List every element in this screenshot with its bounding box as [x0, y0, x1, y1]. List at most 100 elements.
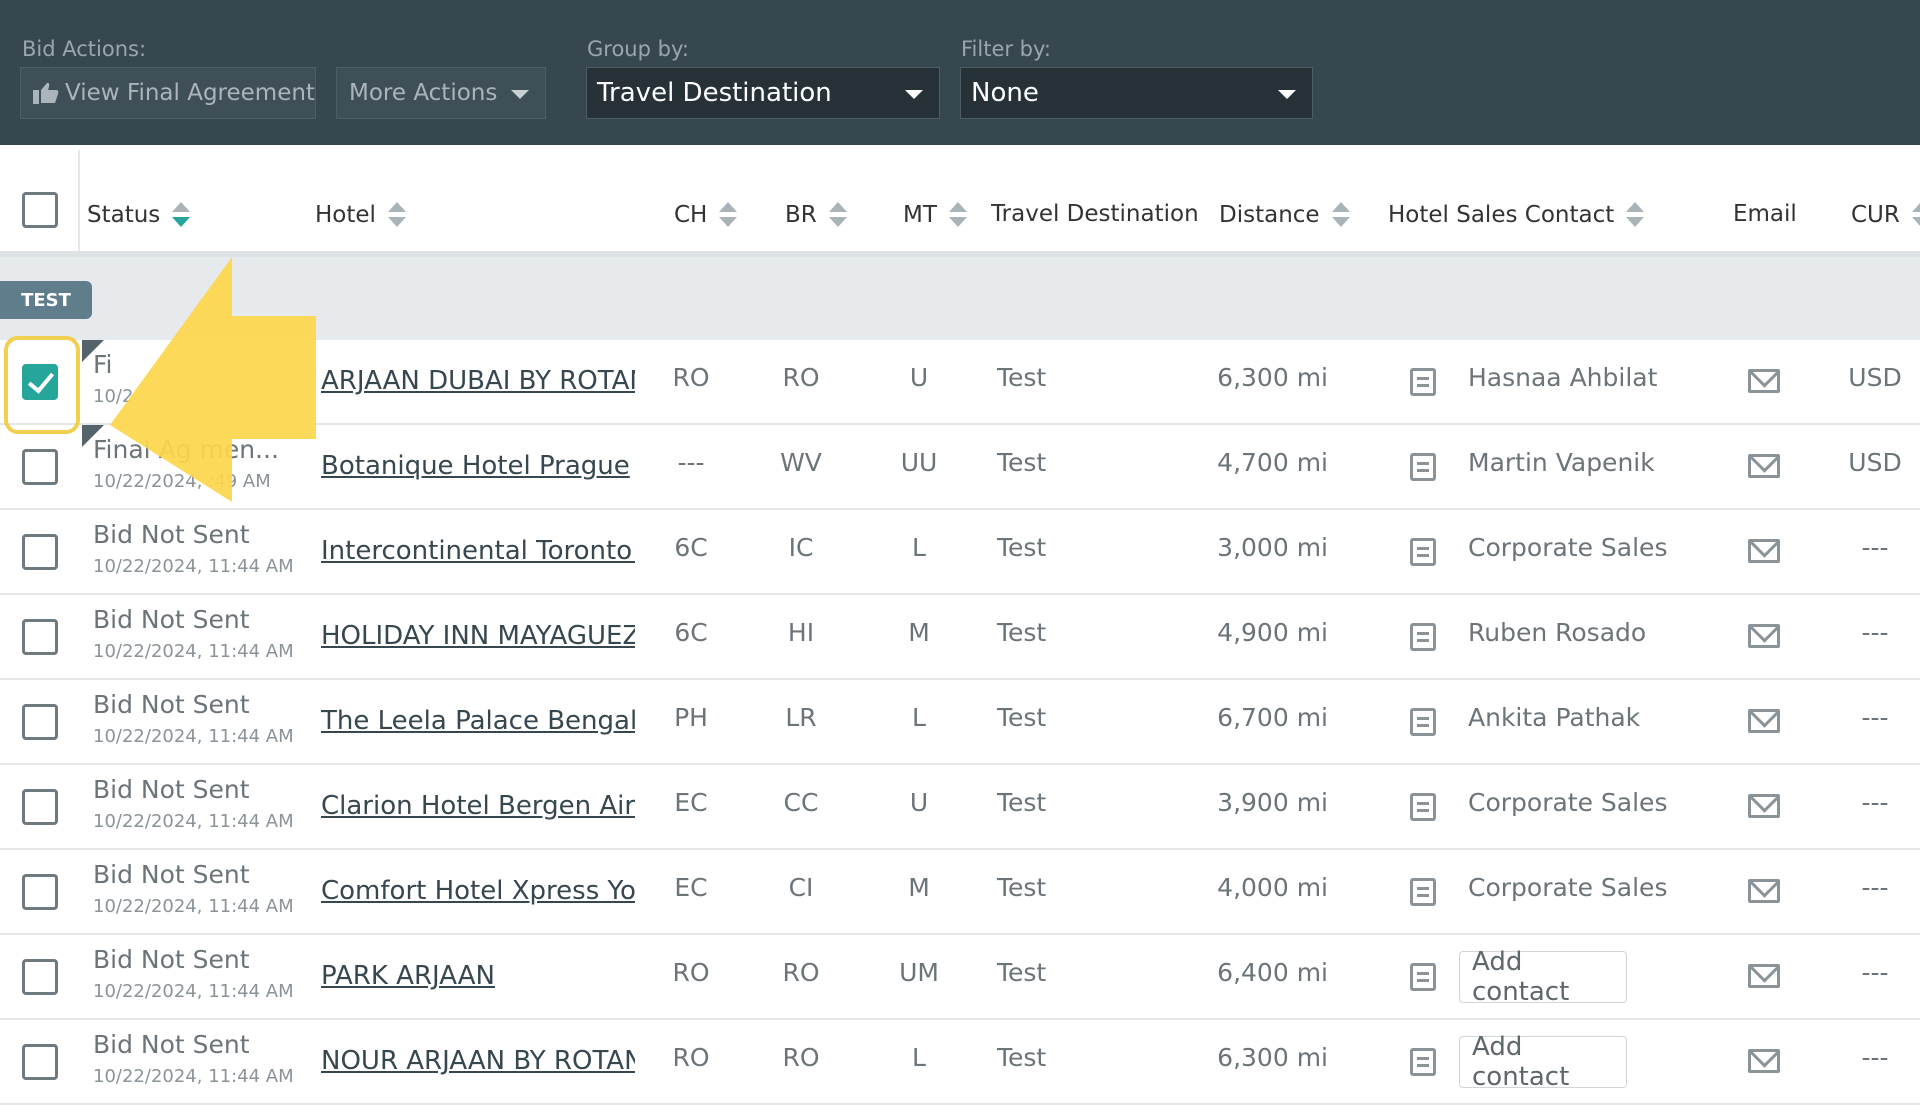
note-icon[interactable] [1410, 623, 1436, 651]
group-by-select[interactable]: Travel Destination [586, 67, 940, 119]
hotel-link[interactable]: Botanique Hotel Prague [321, 451, 635, 481]
view-final-agreement-button[interactable]: View Final Agreement [20, 67, 316, 119]
mail-icon[interactable] [1748, 539, 1780, 563]
hotel-link[interactable]: ARJAAN DUBAI BY ROTANA [321, 366, 635, 396]
ch-value: RO [672, 1043, 710, 1072]
hotel-link[interactable]: Intercontinental Toronto Centre [321, 536, 635, 566]
distance-value: 3,000 mi [1217, 533, 1328, 562]
sort-icon [1626, 201, 1645, 229]
hotel-link[interactable]: PARK ARJAAN [321, 961, 635, 991]
chevron-down-icon [905, 90, 923, 99]
column-hotel[interactable]: Hotel [315, 201, 406, 229]
hotel-sales-contact: Martin Vapenik [1468, 448, 1655, 477]
chevron-down-icon [1278, 90, 1296, 99]
mail-icon[interactable] [1748, 964, 1780, 988]
status-text: Bid Not Sent [93, 860, 250, 889]
mail-icon[interactable] [1748, 879, 1780, 903]
row-checkbox[interactable] [22, 1044, 58, 1080]
column-cur-label: CUR [1851, 202, 1900, 228]
currency-value: USD [1848, 448, 1902, 477]
sort-icon [828, 201, 847, 229]
note-icon[interactable] [1410, 453, 1436, 481]
add-contact-button[interactable]: Add contact [1459, 947, 1627, 1007]
mail-icon[interactable] [1748, 794, 1780, 818]
note-icon[interactable] [1410, 878, 1436, 906]
row-checkbox[interactable] [22, 704, 58, 740]
hotel-link[interactable]: Comfort Hotel Xpress Youngstorget [321, 876, 635, 906]
select-all-checkbox[interactable] [22, 192, 58, 228]
column-travel-destination[interactable]: Travel Destination [991, 201, 1217, 227]
more-actions-dropdown[interactable]: More Actions [336, 67, 546, 119]
note-icon[interactable] [1410, 368, 1436, 396]
mail-icon[interactable] [1748, 709, 1780, 733]
filter-by-select[interactable]: None [960, 67, 1313, 119]
mt-value: UU [900, 448, 938, 477]
hotel-sales-contact: Corporate Sales [1468, 873, 1668, 902]
column-br[interactable]: BR [785, 201, 847, 229]
table-row[interactable]: Bid Not Sent 10/22/2024, 11:44 AM Clarion … [0, 765, 1920, 850]
travel-destination-value: Test [997, 873, 1047, 902]
hotel-name: ARJAAN DUBAI BY ROTANA [321, 366, 635, 396]
note-icon[interactable] [1410, 1048, 1436, 1076]
note-icon[interactable] [1410, 708, 1436, 736]
sort-icon [1331, 201, 1350, 229]
note-icon[interactable] [1410, 538, 1436, 566]
row-checkbox[interactable] [22, 959, 58, 995]
table-row[interactable]: Bid Not Sent 10/22/2024, 11:44 AM PARK ARJ… [0, 935, 1920, 1020]
column-distance-label: Distance [1219, 202, 1320, 228]
column-mt[interactable]: MT [903, 201, 967, 229]
table-row[interactable]: Bid Not Sent 10/22/2024, 11:44 AM The Leel… [0, 680, 1920, 765]
group-by-value: Travel Destination [597, 78, 832, 108]
row-checkbox[interactable] [22, 789, 58, 825]
column-distance[interactable]: Distance [1219, 201, 1350, 229]
mail-icon[interactable] [1748, 624, 1780, 648]
br-value: IC [788, 533, 814, 562]
column-status[interactable]: Status [87, 201, 191, 229]
ch-value: --- [677, 448, 705, 477]
status-text: Bid Not Sent [93, 945, 250, 974]
hotel-link[interactable]: The Leela Palace Bengaluru [321, 706, 635, 736]
status-date: 10/22/2024, 11:44 AM [93, 811, 294, 832]
status-date: 10/22/2024, 11:44 AM [93, 641, 294, 662]
row-checkbox[interactable] [22, 619, 58, 655]
hotel-link[interactable]: Clarion Hotel Bergen Airport [321, 791, 635, 821]
note-icon[interactable] [1410, 963, 1436, 991]
br-value: HI [787, 618, 815, 647]
row-checkbox[interactable] [22, 534, 58, 570]
ch-value: EC [674, 788, 708, 817]
mail-icon[interactable] [1748, 1049, 1780, 1073]
column-hotel-sales-contact[interactable]: Hotel Sales Contact [1388, 201, 1645, 229]
row-checkbox[interactable] [22, 364, 58, 400]
hotel-name: Botanique Hotel Prague [321, 451, 630, 481]
table-row[interactable]: Fi 10/2 ARJAAN DUBAI BY ROTANA RO RO U Test 6,3… [0, 340, 1920, 425]
row-checkbox[interactable] [22, 874, 58, 910]
travel-destination-value: Test [997, 618, 1047, 647]
table-row[interactable]: Bid Not Sent 10/22/2024, 11:44 AM NOUR ARJ… [0, 1020, 1920, 1105]
currency-value: --- [1861, 788, 1889, 817]
mail-icon[interactable] [1748, 369, 1780, 393]
hotel-name: HOLIDAY INN MAYAGUEZ & TROPICAL [321, 621, 635, 651]
currency-value: USD [1848, 363, 1902, 392]
travel-destination-value: Test [997, 958, 1047, 987]
column-email[interactable]: Email [1733, 201, 1797, 227]
hotel-link[interactable]: HOLIDAY INN MAYAGUEZ & TROPICAL [321, 621, 635, 651]
note-icon[interactable] [1410, 793, 1436, 821]
table-row[interactable]: Bid Not Sent 10/22/2024, 11:44 AM Comfort … [0, 850, 1920, 935]
mail-icon[interactable] [1748, 454, 1780, 478]
table-row[interactable]: Bid Not Sent 10/22/2024, 11:44 AM Intercon… [0, 510, 1920, 595]
status-text: Fi [93, 350, 113, 379]
add-contact-button[interactable]: Add contact [1459, 1032, 1627, 1092]
thumbs-up-icon [33, 82, 59, 104]
table-row[interactable]: Bid Not Sent 10/22/2024, 11:44 AM HOLIDAY … [0, 595, 1920, 680]
hotel-link[interactable]: NOUR ARJAAN BY ROTANA [321, 1046, 635, 1076]
currency-value: --- [1861, 1043, 1889, 1072]
status-text: Bid Not Sent [93, 605, 250, 634]
status-date: 10/22/2024, 11:44 AM [93, 556, 294, 577]
row-checkbox[interactable] [22, 449, 58, 485]
travel-destination-value: Test [997, 1043, 1047, 1072]
column-ch[interactable]: CH [674, 201, 738, 229]
status-date: 10/22/2024, 11:44 AM [93, 1066, 294, 1087]
column-cur[interactable]: CUR [1851, 201, 1920, 229]
mt-value: L [912, 533, 926, 562]
group-tag[interactable]: TEST [0, 281, 92, 319]
